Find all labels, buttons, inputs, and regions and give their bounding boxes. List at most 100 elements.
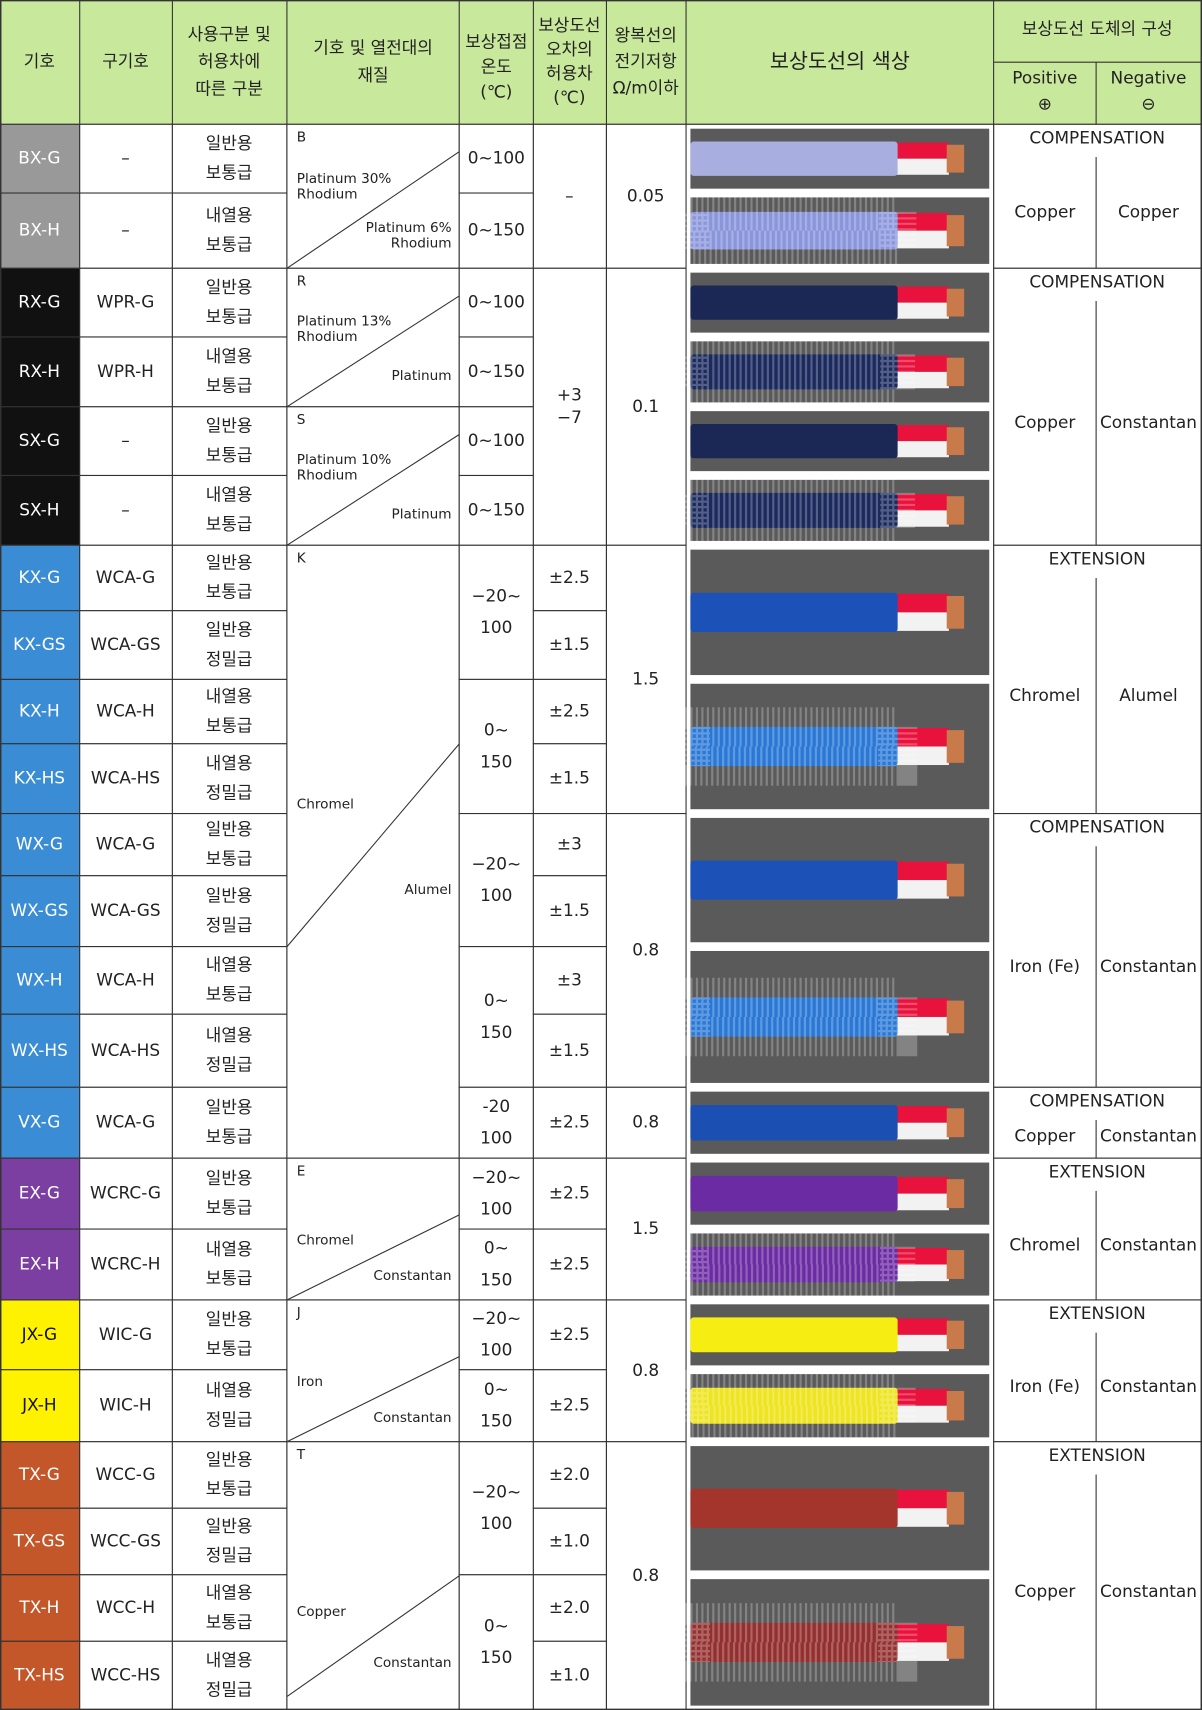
cell-text: 0~	[484, 1238, 509, 1258]
cell-text: WCA-GS	[90, 634, 160, 654]
cell-text: 150	[480, 1411, 512, 1431]
wire-tip	[946, 288, 965, 317]
cell-text: 보통급	[206, 1612, 253, 1632]
cell-text: RX-G	[18, 292, 60, 312]
cell-text: Constantan	[1100, 1125, 1197, 1145]
cell-text: 정밀급	[206, 1545, 253, 1565]
symbol-cell	[0, 1299, 81, 1371]
wire-tip	[946, 595, 965, 629]
cell-text: 150	[480, 751, 512, 771]
wire-red	[888, 286, 949, 303]
wire-red	[888, 425, 949, 442]
wire-red	[888, 1176, 949, 1194]
cell-text: 0.1	[632, 396, 659, 416]
cell-text: 정밀급	[206, 1054, 253, 1074]
cable-sheath	[690, 592, 898, 632]
cell	[458, 1369, 534, 1443]
cell-text: TX-H	[18, 1597, 59, 1617]
wire-red	[888, 1247, 949, 1265]
cell-text: 기호 및 열전대의	[313, 38, 433, 58]
cell-text: Constantan	[1100, 956, 1197, 976]
cell-text: Platinum	[392, 506, 452, 522]
cell-text: Positive	[1012, 68, 1077, 88]
cable-sheath	[690, 860, 898, 900]
cell-text: EXTENSION	[1049, 548, 1146, 568]
cell-text: 정밀급	[206, 782, 253, 802]
cell-text: 보통급	[206, 984, 253, 1004]
cell-text: WX-H	[16, 969, 62, 989]
wire-white	[888, 1642, 949, 1661]
diagonal	[286, 295, 460, 408]
cell-text: ±2.5	[549, 1183, 590, 1203]
cell-text: −20~	[471, 586, 521, 606]
wire-tip	[946, 427, 965, 456]
cell-text: 일반용	[206, 619, 253, 639]
cell-text: 보통급	[206, 1339, 253, 1359]
cell-text: 오차의	[546, 39, 593, 59]
cell-text: S	[297, 412, 306, 428]
cell-text: (℃)	[480, 82, 512, 102]
wire-red	[888, 593, 949, 613]
cell-text: R	[297, 273, 307, 289]
cell-text: Constantan	[1100, 1376, 1197, 1396]
cell-text: 일반용	[206, 277, 253, 297]
cable-braid	[671, 193, 917, 269]
cell-text: 내열용	[206, 753, 253, 773]
cell-text: WX-GS	[10, 900, 68, 920]
wire-white	[888, 1264, 949, 1282]
cell	[171, 336, 288, 408]
cell-text: 전기저항	[615, 51, 677, 71]
cell	[79, 1369, 173, 1443]
cell-text: Iron	[297, 1374, 323, 1390]
cell-text: ±1.5	[549, 634, 590, 654]
symbol-cell	[0, 1441, 81, 1509]
cell-text: 100	[480, 617, 512, 637]
cell-text: 보통급	[206, 1268, 253, 1288]
cell-text: WIC-H	[99, 1395, 151, 1415]
wire-red	[888, 727, 949, 747]
wire-tip	[946, 1491, 965, 1525]
cell-text: T	[296, 1447, 306, 1463]
cell	[605, 1441, 687, 1710]
wire-white	[888, 746, 949, 766]
cell	[79, 267, 173, 338]
wire-red	[888, 142, 949, 159]
cable-sheath	[690, 492, 898, 528]
cell-text: EX-G	[19, 1183, 60, 1203]
cell	[532, 1507, 607, 1576]
cell-text: Chromel	[297, 1232, 354, 1248]
cable-braid	[672, 1369, 916, 1442]
cell-text: 허용차에	[198, 51, 260, 71]
cell-text: −20~	[471, 1167, 521, 1187]
cell-text: 보상도선의 색상	[770, 49, 910, 73]
cell-text: WCRC-G	[90, 1183, 161, 1203]
cell-text: 재질	[358, 65, 389, 85]
cell	[79, 1299, 173, 1371]
cell-text: Constantan	[1100, 1581, 1197, 1601]
wire-white	[888, 1016, 949, 1036]
symbol-cell	[0, 610, 81, 680]
cable-sheath	[690, 1488, 898, 1528]
cell-text: WCC-H	[96, 1597, 155, 1617]
wire-tip	[946, 215, 965, 247]
cell	[458, 267, 534, 338]
cell	[532, 1574, 607, 1642]
cell-text: –	[121, 220, 129, 240]
diagonal	[286, 151, 460, 269]
cell-text: TX-GS	[13, 1531, 66, 1551]
cell	[79, 336, 173, 408]
cell-text: WPR-G	[97, 292, 155, 312]
symbol-cell	[0, 743, 81, 815]
cell-text: −20~	[471, 853, 521, 873]
cell-text: −20~	[471, 1308, 521, 1328]
cell-text: 기호	[24, 51, 55, 71]
symbol-cell	[0, 474, 81, 546]
wire-white	[888, 302, 949, 319]
cell-text: ±1.0	[549, 1531, 590, 1551]
cable-braid	[672, 475, 916, 546]
cell	[458, 1441, 534, 1576]
cell-text: Constantan	[1100, 412, 1197, 432]
wire-tip	[946, 1179, 965, 1209]
cell-text: 0~100	[468, 148, 525, 168]
cell-text: 보통급	[206, 582, 253, 602]
